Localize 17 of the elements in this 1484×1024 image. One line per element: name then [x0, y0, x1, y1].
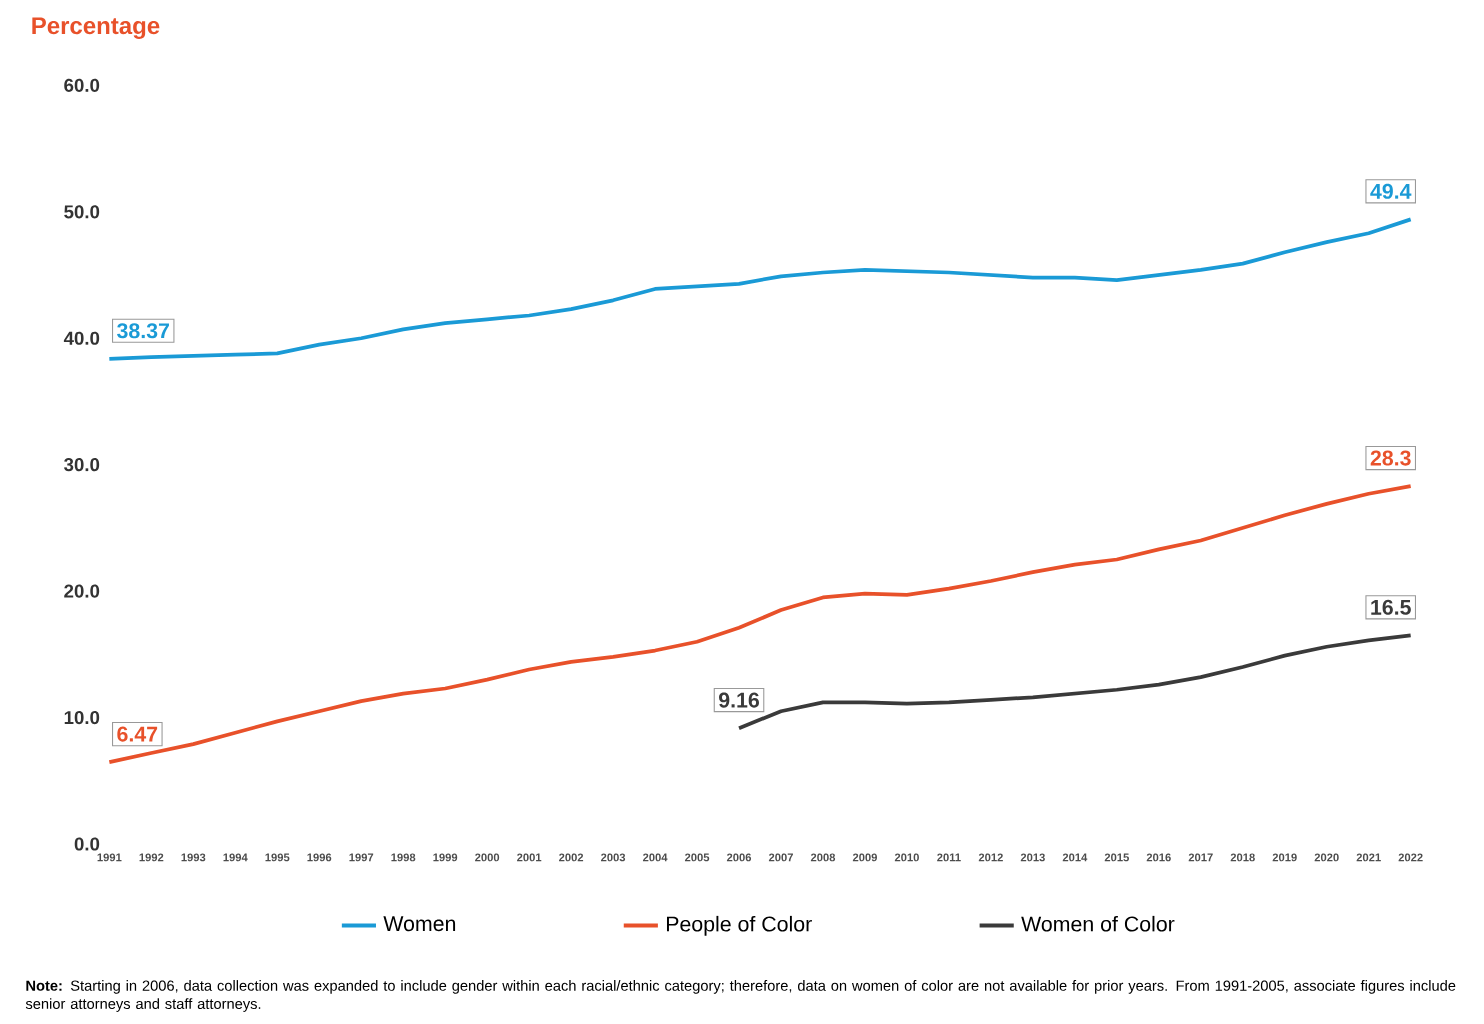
legend-label: People of Color: [666, 915, 812, 936]
legend-label: Women: [383, 916, 456, 932]
legend-label: Women of Color: [1021, 915, 1175, 932]
data-label: 16.5: [1371, 599, 1411, 615]
data-label: 6.47: [117, 726, 158, 742]
y-tick-label: 30.0: [64, 458, 100, 472]
data-label: 28.3: [1370, 450, 1411, 466]
y-tick-label: 10.0: [64, 710, 100, 725]
y-tick-label: 0.0: [74, 837, 100, 851]
y-tick-label: 40.0: [63, 331, 100, 345]
y-tick-label: 60.0: [64, 78, 100, 92]
data-label: 9.16: [719, 692, 759, 708]
y-tick-label: 20.0: [64, 584, 100, 598]
data-label: 38.37: [117, 323, 169, 339]
y-axis-title: Percentage: [32, 17, 160, 40]
y-tick-label: 50.0: [64, 205, 100, 219]
data-label: 49.4: [1370, 183, 1412, 199]
